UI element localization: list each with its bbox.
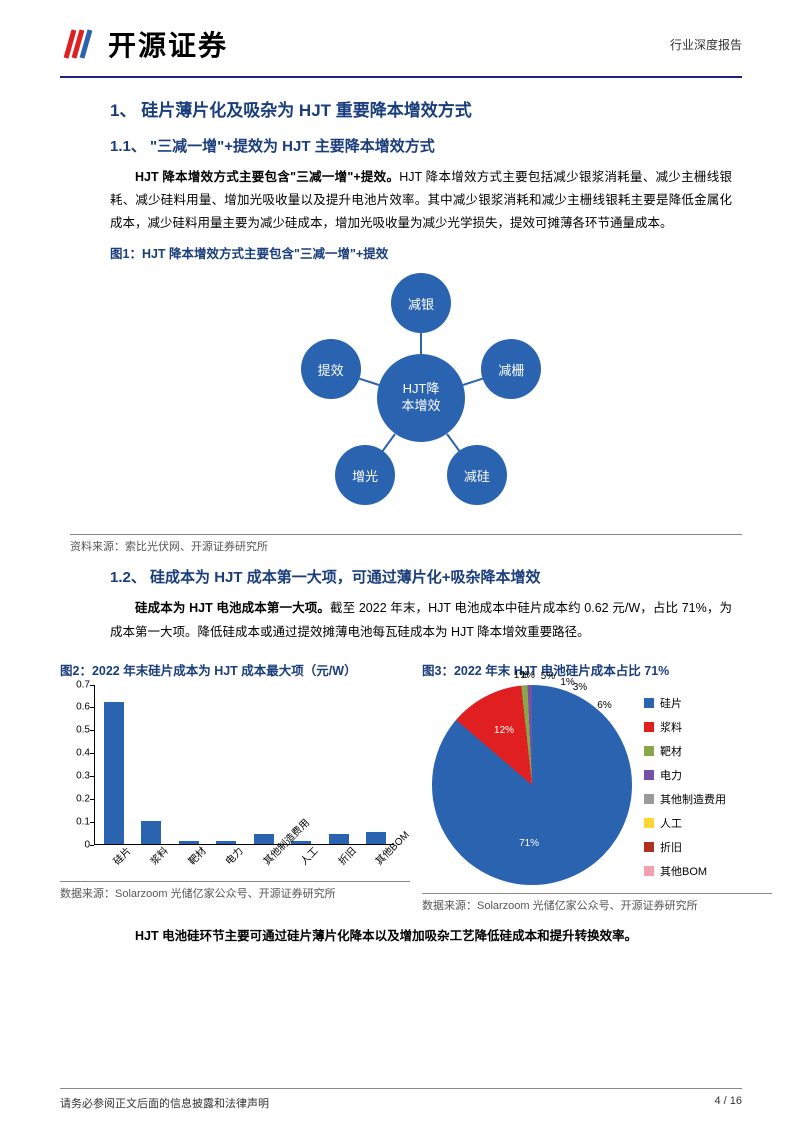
fig2-caption: 图2：2022 年末硅片成本为 HJT 成本最大项（元/W） <box>60 660 410 679</box>
closing-bold: HJT 电池硅环节主要可通过硅片薄片化降本以及增加吸杂工艺降低硅成本和提升转换效… <box>135 929 637 943</box>
bar <box>141 821 161 844</box>
fig1-caption: 图1：HJT 降本增效方式主要包含"三减一增"+提效 <box>110 243 732 262</box>
xlabel: 靶材 <box>184 842 209 867</box>
doc-type: 行业深度报告 <box>670 36 742 53</box>
bar <box>104 702 124 844</box>
section-1-title: 硅片薄片化及吸杂为 HJT 重要降本增效方式 <box>141 101 472 120</box>
legend-label: 折旧 <box>660 839 682 855</box>
bar <box>366 832 386 843</box>
legend-label: 其他BOM <box>660 863 707 879</box>
section-12-para: 硅成本为 HJT 电池成本第一大项。截至 2022 年末，HJT 电池成本中硅片… <box>110 597 732 643</box>
diagram-petal: 增光 <box>335 445 395 505</box>
legend-label: 其他制造费用 <box>660 791 726 807</box>
fig3-caption: 图3：2022 年末 HJT 电池硅片成本占比 71% <box>422 660 772 679</box>
legend-swatch <box>644 746 654 756</box>
ytick-label: 0.4 <box>60 748 90 759</box>
diagram-center: HJT降 本增效 <box>377 354 465 442</box>
ytick-label: 0.5 <box>60 725 90 736</box>
page-footer: 请务必参阅正文后面的信息披露和法律声明 4 / 16 <box>60 1088 742 1111</box>
legend-swatch <box>644 842 654 852</box>
xlabel: 电力 <box>221 842 246 867</box>
fig3-col: 图3：2022 年末 HJT 电池硅片成本占比 71% 71%12%1%1%5%… <box>422 652 772 925</box>
ytick-label: 0.6 <box>60 702 90 713</box>
legend-swatch <box>644 698 654 708</box>
legend-swatch <box>644 818 654 828</box>
diagram-petal: 减银 <box>391 273 451 333</box>
ytick-label: 0.1 <box>60 816 90 827</box>
legend-label: 浆料 <box>660 719 682 735</box>
ytick-label: 0.3 <box>60 771 90 782</box>
pie-slice-label: 1% <box>520 670 534 681</box>
diagram-petal: 提效 <box>301 339 361 399</box>
legend-item: 人工 <box>644 815 726 831</box>
xlabel: 浆料 <box>146 842 171 867</box>
pie-slice-label: 5% <box>541 671 555 682</box>
footer-page: 4 / 16 <box>714 1095 742 1111</box>
section-11-heading: 1.1、 "三减一增"+提效为 HJT 主要降本增效方式 <box>110 135 732 156</box>
legend-swatch <box>644 770 654 780</box>
ytick-label: 0.2 <box>60 793 90 804</box>
fig1-diagram: HJT降 本增效 减银减栅减硅增光 提效 <box>211 268 631 528</box>
pie-slice-label: 6% <box>597 700 611 711</box>
pie-slice-label: 12% <box>494 725 514 736</box>
para-bold-12: 硅成本为 HJT 电池成本第一大项。 <box>135 601 330 615</box>
section-11-title: "三减一增"+提效为 HJT 主要降本增效方式 <box>150 138 435 155</box>
legend-item: 浆料 <box>644 719 726 735</box>
fig1-source: 资料来源：索比光伏网、开源证券研究所 <box>70 534 742 554</box>
legend-swatch <box>644 866 654 876</box>
legend-swatch <box>644 794 654 804</box>
closing-para: HJT 电池硅环节主要可通过硅片薄片化降本以及增加吸杂工艺降低硅成本和提升转换效… <box>110 925 732 948</box>
section-1-heading: 1、 硅片薄片化及吸杂为 HJT 重要降本增效方式 <box>110 96 732 121</box>
charts-row: 图2：2022 年末硅片成本为 HJT 成本最大项（元/W） 0 0.1 0.2 0.… <box>60 652 772 925</box>
legend-item: 其他BOM <box>644 863 726 879</box>
logo-icon <box>60 24 100 64</box>
fig3-pie: 71%12%1%1%5%1%3%6% <box>432 685 632 885</box>
bar <box>329 834 349 843</box>
ytick-label: 0.7 <box>60 679 90 690</box>
para-bold: HJT 降本增效方式主要包含"三减一增"+提效。 <box>135 170 399 184</box>
bar-axes <box>94 685 394 845</box>
pie-slice-label: 3% <box>573 682 587 693</box>
page-content: 1、 硅片薄片化及吸杂为 HJT 重要降本增效方式 1.1、 "三减一增"+提效… <box>0 78 802 948</box>
section-12-num: 1.2、 <box>110 569 146 586</box>
section-1-num: 1、 <box>110 101 136 120</box>
xlabel: 折旧 <box>334 842 359 867</box>
page-header: 开源证券 行业深度报告 <box>0 0 802 72</box>
fig3-piewrap: 71%12%1%1%5%1%3%6% 硅片浆料靶材电力其他制造费用人工折旧其他B… <box>422 685 772 887</box>
fig2-source: 数据来源：Solarzoom 光储亿家公众号、开源证券研究所 <box>60 881 410 901</box>
diagram-center-label: HJT降 本增效 <box>401 381 440 415</box>
company-name: 开源证券 <box>108 24 228 64</box>
legend-item: 折旧 <box>644 839 726 855</box>
legend-label: 电力 <box>660 767 682 783</box>
section-11-para: HJT 降本增效方式主要包含"三减一增"+提效。HJT 降本增效方式主要包括减少… <box>110 166 732 235</box>
pie-slice-label: 71% <box>519 838 539 849</box>
xlabel: 人工 <box>296 842 321 867</box>
legend-item: 靶材 <box>644 743 726 759</box>
bar <box>254 834 274 843</box>
legend-swatch <box>644 722 654 732</box>
footer-disclaimer: 请务必参阅正文后面的信息披露和法律声明 <box>60 1095 269 1111</box>
legend-item: 其他制造费用 <box>644 791 726 807</box>
legend-item: 电力 <box>644 767 726 783</box>
diagram-petal: 减硅 <box>447 445 507 505</box>
diagram-petal: 减栅 <box>481 339 541 399</box>
legend-item: 硅片 <box>644 695 726 711</box>
xlabel: 硅片 <box>109 842 134 867</box>
fig3-legend: 硅片浆料靶材电力其他制造费用人工折旧其他BOM <box>644 695 726 887</box>
logo-block: 开源证券 <box>60 24 228 64</box>
legend-label: 人工 <box>660 815 682 831</box>
ytick-label: 0 <box>60 839 90 850</box>
section-12-heading: 1.2、 硅成本为 HJT 成本第一大项，可通过薄片化+吸杂降本增效 <box>110 566 732 587</box>
legend-label: 硅片 <box>660 695 682 711</box>
fig2-col: 图2：2022 年末硅片成本为 HJT 成本最大项（元/W） 0 0.1 0.2 0.… <box>60 652 410 925</box>
section-12-title: 硅成本为 HJT 成本第一大项，可通过薄片化+吸杂降本增效 <box>150 569 540 586</box>
fig2-barchart: 00.10.20.30.40.50.60.7硅片浆料靶材电力其他制造费用人工折旧… <box>60 685 400 875</box>
fig3-source: 数据来源：Solarzoom 光储亿家公众号、开源证券研究所 <box>422 893 772 913</box>
legend-label: 靶材 <box>660 743 682 759</box>
section-11-num: 1.1、 <box>110 138 146 155</box>
